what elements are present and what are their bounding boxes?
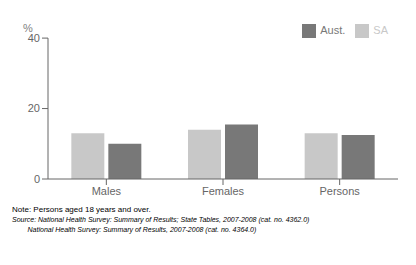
html-text:SA: SA xyxy=(373,24,388,36)
svg-text:0: 0 xyxy=(34,173,40,185)
html-text:National Health Survey: Summar: National Health Survey: Summary of Resul… xyxy=(12,226,257,233)
svg-text:Persons: Persons xyxy=(319,185,360,197)
html-text:Aust.: Aust. xyxy=(320,24,346,36)
svg-text:Females: Females xyxy=(202,185,245,197)
svg-text:Males: Males xyxy=(92,185,122,197)
svg-text:40: 40 xyxy=(27,32,40,44)
html-text:Note: Persons aged 18 years an: Note: Persons aged 18 years and over. xyxy=(12,205,151,214)
svg-text:%: % xyxy=(23,22,33,34)
svg-text:20: 20 xyxy=(28,102,40,114)
html-text:Source: National Health Survey: Source: National Health Survey: Summary … xyxy=(12,216,310,223)
